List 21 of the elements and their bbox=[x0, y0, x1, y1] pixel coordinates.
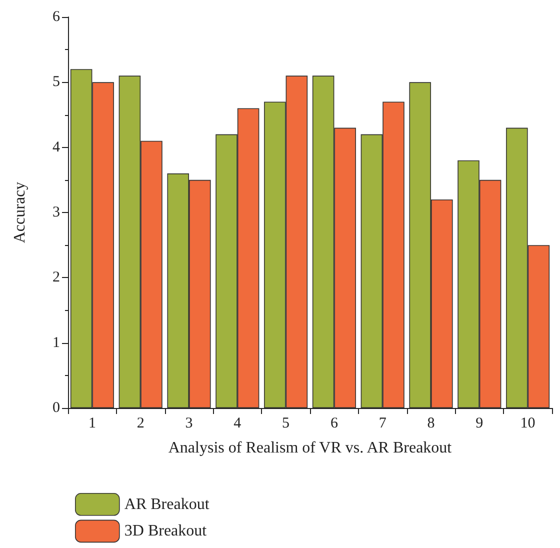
x-tick-label: 5 bbox=[282, 416, 290, 432]
x-tick-label: 8 bbox=[427, 416, 435, 432]
x-tick-label: 10 bbox=[520, 416, 536, 432]
y-tick-label: 2 bbox=[52, 270, 60, 286]
legend-label: 3D Breakout bbox=[124, 522, 208, 540]
x-axis-title: Analysis of Realism of VR vs. AR Breakout bbox=[168, 440, 452, 456]
x-tick-label: 4 bbox=[234, 416, 242, 432]
legend-label: AR Breakout bbox=[124, 496, 210, 513]
y-tick-label: 6 bbox=[52, 9, 60, 25]
y-tick-label: 1 bbox=[52, 334, 60, 351]
x-tick-label: 9 bbox=[476, 416, 484, 432]
y-axis-title: Accuracy bbox=[12, 182, 28, 244]
y-tick-label: 5 bbox=[52, 74, 60, 90]
x-tick-label: 6 bbox=[330, 416, 338, 432]
x-tick-label: 2 bbox=[136, 416, 144, 432]
y-tick-label: 3 bbox=[52, 204, 60, 220]
y-tick-label: 4 bbox=[52, 139, 60, 156]
y-tick-label: 0 bbox=[52, 400, 60, 416]
x-tick-label: 3 bbox=[185, 416, 193, 432]
x-tick-label: 1 bbox=[88, 416, 96, 432]
x-tick-label: 7 bbox=[378, 416, 387, 432]
